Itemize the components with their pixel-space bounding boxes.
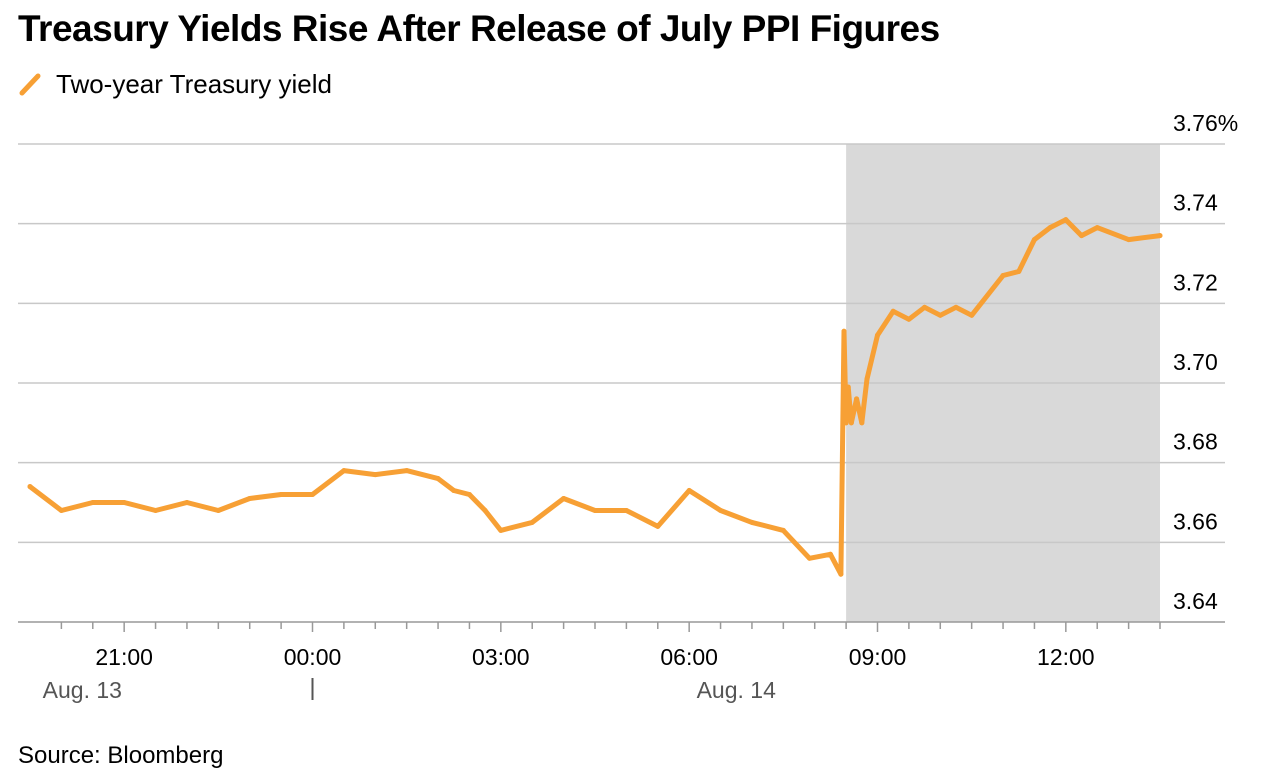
- y-tick-label: 3.64: [1173, 588, 1218, 614]
- legend: Two-year Treasury yield: [18, 68, 332, 100]
- data-point: [310, 492, 315, 498]
- source-note: Source: Bloomberg: [18, 742, 224, 769]
- data-point: [435, 476, 441, 482]
- date-label: Aug. 14: [697, 677, 776, 703]
- data-point: [372, 472, 378, 478]
- y-tick-label: 3.76%: [1173, 110, 1238, 136]
- data-point: [278, 492, 284, 498]
- data-point: [1031, 237, 1037, 243]
- x-tick-label: 00:00: [284, 644, 342, 670]
- data-point: [341, 468, 347, 474]
- data-point: [561, 496, 567, 502]
- data-point: [247, 496, 253, 502]
- data-point: [1047, 225, 1053, 231]
- x-tick-label: 21:00: [95, 644, 153, 670]
- data-point: [1079, 233, 1085, 239]
- data-point: [806, 555, 812, 561]
- y-tick-label: 3.72: [1173, 269, 1218, 295]
- data-point: [1000, 272, 1006, 278]
- data-point: [969, 312, 975, 318]
- data-point: [623, 507, 629, 513]
- chart-title: Treasury Yields Rise After Release of Ju…: [18, 8, 940, 49]
- data-point: [451, 488, 457, 494]
- data-point: [854, 396, 860, 402]
- y-tick-label: 3.68: [1173, 429, 1218, 455]
- data-point: [841, 328, 847, 334]
- data-point: [58, 507, 64, 513]
- data-point: [1094, 225, 1100, 231]
- data-point: [1157, 233, 1163, 239]
- data-point: [90, 500, 96, 505]
- data-point: [498, 527, 504, 533]
- data-point: [153, 507, 159, 513]
- data-point: [953, 304, 959, 310]
- data-point: [875, 332, 880, 338]
- x-tick-label: 06:00: [660, 644, 718, 670]
- data-point: [749, 519, 755, 525]
- data-point: [922, 304, 928, 310]
- data-point: [906, 316, 912, 322]
- data-point: [718, 507, 724, 513]
- data-point: [937, 312, 943, 318]
- data-point: [404, 468, 410, 474]
- data-point: [482, 507, 488, 513]
- x-tick-label: 03:00: [472, 644, 530, 670]
- data-point: [655, 523, 661, 529]
- y-tick-label: 3.70: [1173, 349, 1218, 375]
- data-point: [864, 376, 870, 382]
- data-point: [121, 500, 127, 505]
- data-point: [845, 384, 851, 390]
- x-tick-label: 12:00: [1037, 644, 1095, 670]
- data-point: [27, 484, 33, 490]
- data-point: [890, 308, 896, 314]
- data-point: [592, 507, 598, 513]
- data-point: [215, 507, 221, 513]
- data-point: [529, 519, 535, 525]
- data-point: [1016, 268, 1022, 274]
- x-tick-label: 09:00: [849, 644, 907, 670]
- data-point: [466, 492, 472, 498]
- date-label: Aug. 13: [43, 677, 122, 703]
- data-point: [843, 420, 849, 426]
- data-point: [859, 420, 865, 426]
- data-point: [848, 420, 854, 426]
- data-point: [1063, 217, 1069, 223]
- data-point: [838, 571, 844, 577]
- y-tick-label: 3.74: [1173, 190, 1218, 216]
- legend-swatch-icon: [19, 73, 41, 96]
- data-point: [686, 488, 692, 494]
- data-point: [1126, 237, 1132, 243]
- data-point: [184, 500, 190, 505]
- data-point: [827, 551, 833, 557]
- legend-label: Two-year Treasury yield: [56, 68, 332, 99]
- data-point: [780, 527, 786, 533]
- y-tick-label: 3.66: [1173, 508, 1218, 534]
